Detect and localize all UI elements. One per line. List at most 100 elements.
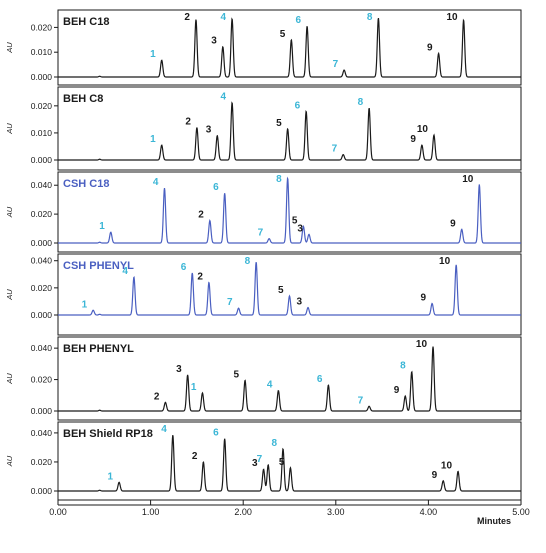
chromatogram-trace [58,262,521,316]
peak-label: 2 [154,391,160,402]
peak-label: 8 [400,361,406,372]
peak-label: 6 [295,100,301,111]
peak-label: 1 [82,299,88,310]
x-axis-label: Minutes [477,516,511,526]
peak-label: 7 [227,297,233,308]
peak-label: 2 [198,210,204,221]
x-tick-group: 0.00 1.00 2.00 3.00 4.00 5.00 [49,500,530,517]
y-tick-label: 0.000 [31,238,53,248]
y-axis-label: AU [5,373,14,385]
peak-label: 5 [233,369,239,380]
peak-label: 10 [462,174,474,185]
peak-label: 6 [296,15,302,26]
x-tick-label: 1.00 [142,507,160,517]
y-tick-label: 0.020 [31,457,53,467]
peak-label: 7 [332,144,338,155]
peak-label: 6 [181,262,187,273]
peak-label: 10 [416,339,428,350]
peak-label: 6 [317,374,323,385]
peak-label: 8 [276,174,282,185]
y-axis-label: AU [5,289,14,301]
peak-label: 4 [221,12,227,23]
peak-label: 3 [176,364,182,375]
peak-label: 6 [213,428,219,439]
y-tick-label: 0.000 [31,310,53,320]
peak-label: 2 [197,271,203,282]
peak-label: 9 [410,134,416,145]
panel-title: BEH C18 [63,16,109,28]
x-tick-label: 0.00 [49,507,67,517]
panel-3: 0.000 0.020 0.040 AU 1 4 2 6 7 8 53 9 10 CSH C18 [5,171,522,253]
y-axis-label: AU [5,455,14,467]
peak-label: 2 [185,117,191,128]
peak-label: 8 [367,12,373,23]
peak-label: 9 [427,42,433,53]
panel-5: 0.000 0.020 0.040 AU 2 31 5 4 6 7 9 8 10 BEH PHENYL [5,336,522,421]
peak-label: 5 [279,457,285,468]
peak-label: 3 [296,297,302,308]
panel-title: BEH PHENYL [63,343,134,355]
peak-label: 9 [450,218,456,229]
panel-2: 0.000 0.010 0.020 AU 1 2 3 4 5 6 7 8 910 BEH C8 [5,86,522,171]
panel-1: 0.000 0.010 0.020 AU 1 2 3 4 56 7 8 9 10 BEH C18 [5,9,522,86]
peak-label: 3 [252,458,258,469]
peak-label: 5 [280,29,286,40]
peak-label: 8 [245,256,251,267]
panel-frame [57,86,522,171]
peak-label: 10 [441,460,453,471]
chromatogram-trace [58,17,521,78]
y-tick-label: 0.040 [31,428,53,438]
y-tick-label: 0.040 [31,180,53,190]
peak-label: 3 [297,223,303,234]
peak-label: 10 [417,124,429,135]
panel-title: CSH C18 [63,178,109,190]
peak-label: 4 [267,380,273,391]
peak-label: 4 [221,92,227,103]
x-axis: 0.00 1.00 2.00 3.00 4.00 5.00 Minutes [49,500,530,526]
peak-label: 1 [99,221,105,232]
peak-label: 10 [439,256,451,267]
x-tick-label: 2.00 [234,507,252,517]
peak-label: 7 [257,454,263,465]
y-axis-label: AU [5,123,14,135]
panel-frame [57,421,522,501]
y-tick-label: 0.040 [31,343,53,353]
peak-label: 1 [150,134,156,145]
y-tick-label: 0.010 [31,47,53,57]
chromatogram-trace [58,435,521,492]
panel-title: BEH C8 [63,93,103,105]
x-tick-label: 5.00 [512,507,530,517]
peak-label: 8 [271,438,277,449]
peak-label: 9 [421,292,427,303]
peak-label: 2 [192,451,198,462]
chromatogram-trace [58,101,521,161]
y-tick-label: 0.000 [31,155,53,165]
peak-label: 4 [161,424,167,435]
peak-label: 4 [122,266,128,277]
peak-label: 1 [108,471,114,482]
y-tick-label: 0.020 [31,22,53,32]
y-axis-label: AU [5,206,14,218]
peak-label: 1 [191,382,197,393]
peak-label: 5 [292,215,298,226]
y-tick-label: 0.000 [31,406,53,416]
y-tick-label: 0.010 [31,128,53,138]
y-tick-label: 0.020 [31,375,53,385]
peak-label: 10 [446,12,458,23]
x-tick-label: 3.00 [327,507,345,517]
y-tick-label: 0.040 [31,256,53,266]
y-tick-label: 0.000 [31,486,53,496]
y-tick-label: 0.020 [31,101,53,111]
peak-label: 3 [206,125,212,136]
peak-label: 7 [358,395,364,406]
chromatogram-trace [58,346,521,412]
y-tick-label: 0.020 [31,283,53,293]
peak-label: 2 [184,12,190,23]
panel-6: 0.000 0.020 0.040 AU 1 4 2 6 3 785 910 BEH Shield R… [5,421,522,501]
peak-label: 7 [258,228,264,239]
peak-label: 5 [276,118,282,129]
peak-label: 4 [153,177,159,188]
panel-4: 0.000 0.020 0.040 AU 1 4 62 7 8 5 3 9 10 CSH PHENYL [5,253,522,336]
